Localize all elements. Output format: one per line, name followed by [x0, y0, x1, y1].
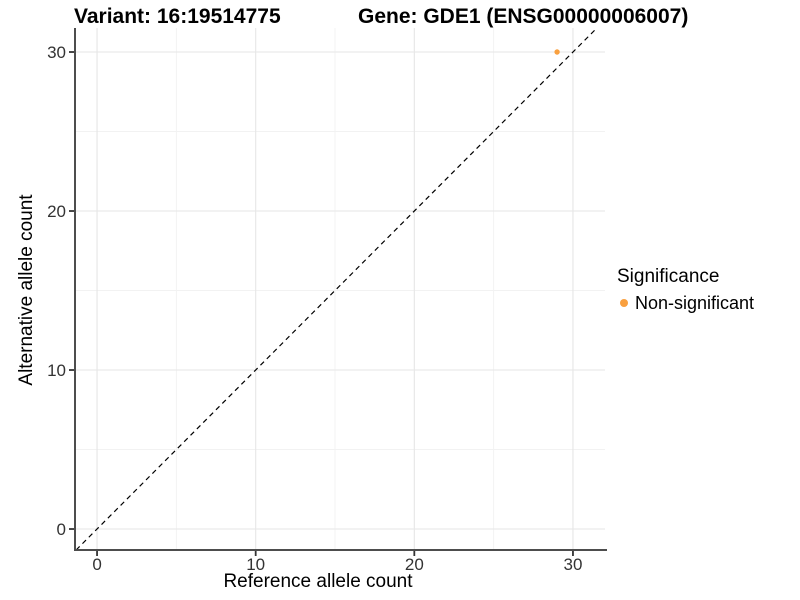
x-tick-label: 10	[246, 555, 265, 574]
identity-line	[75, 27, 598, 551]
legend: Significance Non-significant	[615, 266, 754, 314]
legend-item-label: Non-significant	[635, 293, 755, 313]
x-tick-label: 30	[563, 555, 582, 574]
x-tick-label: 0	[92, 555, 101, 574]
x-axis-label: Reference allele count	[223, 571, 413, 592]
legend-item: Non-significant	[615, 292, 754, 314]
legend-point-icon	[620, 299, 628, 307]
data-point	[554, 49, 560, 55]
y-tick-label: 30	[47, 43, 66, 62]
x-tick-label: 20	[405, 555, 424, 574]
y-tick-label: 20	[47, 202, 66, 221]
variant-title: Variant: 16:19514775	[74, 5, 281, 28]
y-tick-label: 10	[47, 361, 66, 380]
legend-title: Significance	[617, 266, 720, 287]
gene-title: Gene: GDE1 (ENSG00000006007)	[358, 5, 689, 28]
y-axis-label: Alternative allele count	[16, 194, 37, 386]
y-tick-label: 0	[57, 520, 66, 539]
